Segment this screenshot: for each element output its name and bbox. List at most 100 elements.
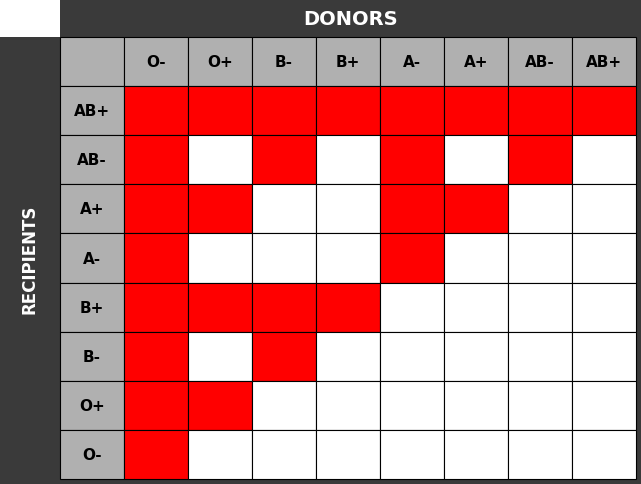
Bar: [188, 136, 252, 185]
Bar: [444, 87, 508, 136]
Text: AB-: AB-: [77, 153, 107, 168]
Bar: [60, 136, 124, 185]
Bar: [188, 185, 252, 234]
Bar: [572, 234, 636, 283]
Bar: [188, 87, 252, 136]
Bar: [188, 430, 252, 479]
Bar: [572, 38, 636, 87]
Bar: [572, 381, 636, 430]
Bar: [316, 234, 380, 283]
Bar: [252, 87, 316, 136]
Bar: [124, 136, 188, 185]
Bar: [380, 381, 444, 430]
Bar: [508, 136, 572, 185]
Bar: [444, 136, 508, 185]
Bar: [188, 234, 252, 283]
Bar: [124, 381, 188, 430]
Bar: [124, 332, 188, 381]
Text: A+: A+: [79, 202, 104, 217]
Bar: [380, 430, 444, 479]
Text: O-: O-: [146, 55, 166, 70]
Text: A+: A+: [463, 55, 488, 70]
Bar: [60, 0, 641, 38]
Bar: [252, 381, 316, 430]
Bar: [0, 0, 60, 38]
Bar: [316, 87, 380, 136]
Bar: [60, 234, 124, 283]
Bar: [316, 38, 380, 87]
Bar: [572, 332, 636, 381]
Bar: [124, 430, 188, 479]
Bar: [60, 38, 124, 87]
Text: AB+: AB+: [74, 104, 110, 119]
Bar: [188, 283, 252, 332]
Bar: [444, 283, 508, 332]
Text: O+: O+: [207, 55, 233, 70]
Bar: [508, 87, 572, 136]
Bar: [60, 332, 124, 381]
Bar: [60, 430, 124, 479]
Bar: [444, 234, 508, 283]
Text: AB-: AB-: [525, 55, 555, 70]
Bar: [252, 185, 316, 234]
Bar: [508, 185, 572, 234]
Text: A-: A-: [83, 251, 101, 266]
Text: B-: B-: [83, 349, 101, 364]
Bar: [124, 234, 188, 283]
Bar: [252, 283, 316, 332]
Bar: [572, 185, 636, 234]
Bar: [380, 283, 444, 332]
Text: RECIPIENTS: RECIPIENTS: [21, 204, 39, 313]
Bar: [124, 185, 188, 234]
Bar: [316, 136, 380, 185]
Text: O+: O+: [79, 398, 105, 413]
Bar: [572, 136, 636, 185]
Bar: [380, 136, 444, 185]
Bar: [508, 283, 572, 332]
Bar: [124, 283, 188, 332]
Bar: [60, 87, 124, 136]
Bar: [572, 430, 636, 479]
Bar: [444, 381, 508, 430]
Bar: [60, 283, 124, 332]
Bar: [380, 185, 444, 234]
Bar: [380, 87, 444, 136]
Bar: [316, 185, 380, 234]
Bar: [0, 38, 60, 479]
Bar: [380, 332, 444, 381]
Bar: [316, 332, 380, 381]
Text: AB+: AB+: [586, 55, 622, 70]
Bar: [316, 430, 380, 479]
Bar: [508, 332, 572, 381]
Text: B+: B+: [80, 300, 104, 315]
Bar: [252, 234, 316, 283]
Bar: [444, 185, 508, 234]
Bar: [188, 38, 252, 87]
Text: B-: B-: [275, 55, 293, 70]
Text: DONORS: DONORS: [303, 10, 398, 29]
Bar: [508, 234, 572, 283]
Bar: [252, 430, 316, 479]
Bar: [60, 381, 124, 430]
Bar: [316, 283, 380, 332]
Bar: [60, 185, 124, 234]
Bar: [380, 38, 444, 87]
Bar: [124, 38, 188, 87]
Text: O-: O-: [82, 447, 102, 462]
Bar: [188, 332, 252, 381]
Bar: [508, 38, 572, 87]
Bar: [572, 87, 636, 136]
Bar: [124, 87, 188, 136]
Bar: [444, 38, 508, 87]
Bar: [444, 430, 508, 479]
Text: B+: B+: [336, 55, 360, 70]
Bar: [188, 381, 252, 430]
Text: A-: A-: [403, 55, 421, 70]
Bar: [444, 332, 508, 381]
Bar: [572, 283, 636, 332]
Bar: [252, 332, 316, 381]
Bar: [508, 430, 572, 479]
Bar: [380, 234, 444, 283]
Bar: [316, 381, 380, 430]
Bar: [252, 136, 316, 185]
